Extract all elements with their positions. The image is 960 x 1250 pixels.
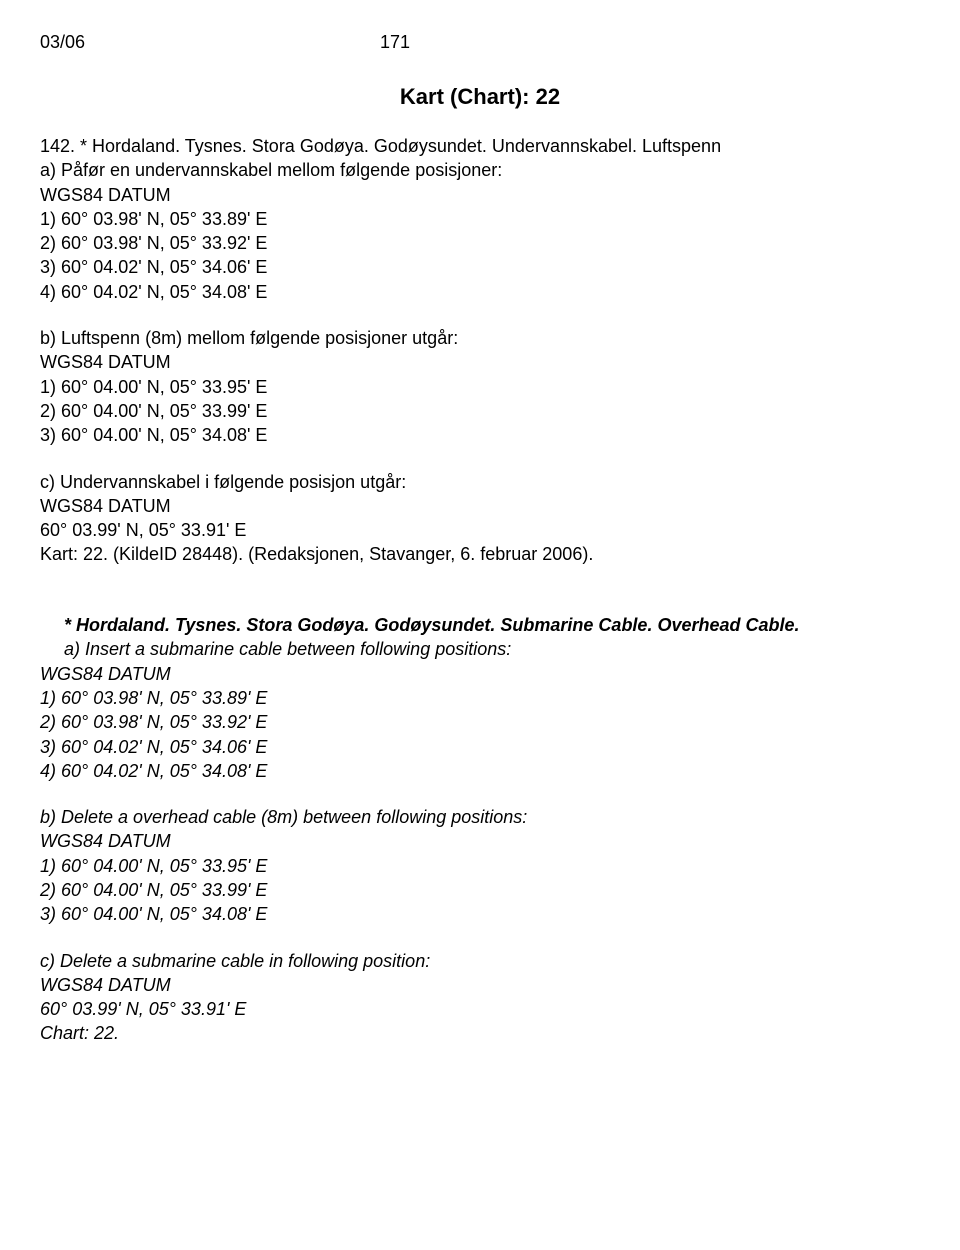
position-line: 2) 60° 03.98' N, 05° 33.92' E bbox=[40, 231, 920, 255]
section-a-label: a) Insert a submarine cable between foll… bbox=[64, 637, 920, 661]
position-line: 2) 60° 04.00' N, 05° 33.99' E bbox=[40, 878, 920, 902]
chart-ref-line: Kart: 22. (KildeID 28448). (Redaksjonen,… bbox=[40, 542, 920, 566]
header-left: 03/06 bbox=[40, 30, 380, 54]
position-line: 3) 60° 04.00' N, 05° 34.08' E bbox=[40, 423, 920, 447]
notice-block-2: * Hordaland. Tysnes. Stora Godøya. Godøy… bbox=[40, 613, 920, 1046]
page-header: 03/06 171 bbox=[40, 30, 920, 54]
datum-label: WGS84 DATUM bbox=[40, 183, 920, 207]
header-right: 171 bbox=[380, 30, 410, 54]
position-line: 1) 60° 04.00' N, 05° 33.95' E bbox=[40, 375, 920, 399]
position-line: 1) 60° 03.98' N, 05° 33.89' E bbox=[40, 207, 920, 231]
section-b-label: b) Delete a overhead cable (8m) between … bbox=[40, 805, 920, 829]
datum-label: WGS84 DATUM bbox=[40, 829, 920, 853]
datum-label: WGS84 DATUM bbox=[40, 662, 920, 686]
datum-label: WGS84 DATUM bbox=[40, 350, 920, 374]
section-c-label: c) Delete a submarine cable in following… bbox=[40, 949, 920, 973]
chart-ref-line: Chart: 22. bbox=[40, 1021, 920, 1045]
datum-label: WGS84 DATUM bbox=[40, 494, 920, 518]
datum-label: WGS84 DATUM bbox=[40, 973, 920, 997]
notice-block-1: 142. * Hordaland. Tysnes. Stora Godøya. … bbox=[40, 134, 920, 567]
position-line: 4) 60° 04.02' N, 05° 34.08' E bbox=[40, 759, 920, 783]
position-line: 60° 03.99' N, 05° 33.91' E bbox=[40, 997, 920, 1021]
position-line: 3) 60° 04.00' N, 05° 34.08' E bbox=[40, 902, 920, 926]
position-line: 3) 60° 04.02' N, 05° 34.06' E bbox=[40, 735, 920, 759]
section-c-label: c) Undervannskabel i følgende posisjon u… bbox=[40, 470, 920, 494]
section-a-label: a) Påfør en undervannskabel mellom følge… bbox=[40, 158, 920, 182]
section-b-label: b) Luftspenn (8m) mellom følgende posisj… bbox=[40, 326, 920, 350]
page-title: Kart (Chart): 22 bbox=[40, 82, 920, 112]
position-line: 60° 03.99' N, 05° 33.91' E bbox=[40, 518, 920, 542]
position-line: 3) 60° 04.02' N, 05° 34.06' E bbox=[40, 255, 920, 279]
position-line: 2) 60° 03.98' N, 05° 33.92' E bbox=[40, 710, 920, 734]
position-line: 4) 60° 04.02' N, 05° 34.08' E bbox=[40, 280, 920, 304]
position-line: 1) 60° 04.00' N, 05° 33.95' E bbox=[40, 854, 920, 878]
position-line: 2) 60° 04.00' N, 05° 33.99' E bbox=[40, 399, 920, 423]
position-line: 1) 60° 03.98' N, 05° 33.89' E bbox=[40, 686, 920, 710]
notice-heading: * Hordaland. Tysnes. Stora Godøya. Godøy… bbox=[64, 613, 920, 637]
notice-heading: 142. * Hordaland. Tysnes. Stora Godøya. … bbox=[40, 134, 920, 158]
